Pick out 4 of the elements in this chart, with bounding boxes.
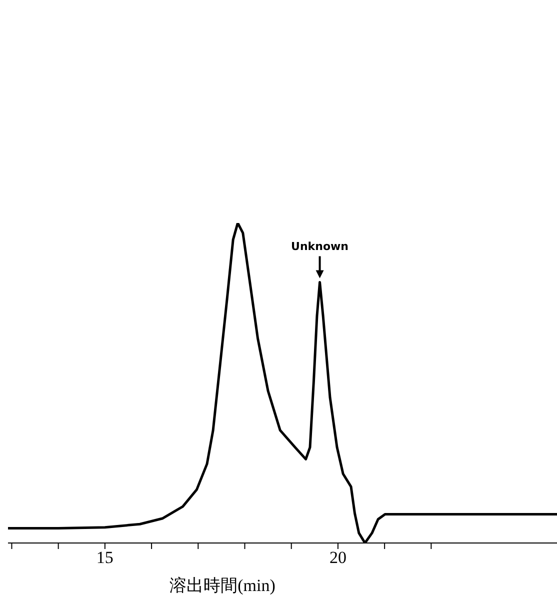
x-axis-title: 溶出時間(min) xyxy=(170,576,276,595)
x-tick-label: 15 xyxy=(96,548,114,568)
annotation: Unknown xyxy=(291,240,349,254)
x-tick-label: 20 xyxy=(329,548,346,568)
